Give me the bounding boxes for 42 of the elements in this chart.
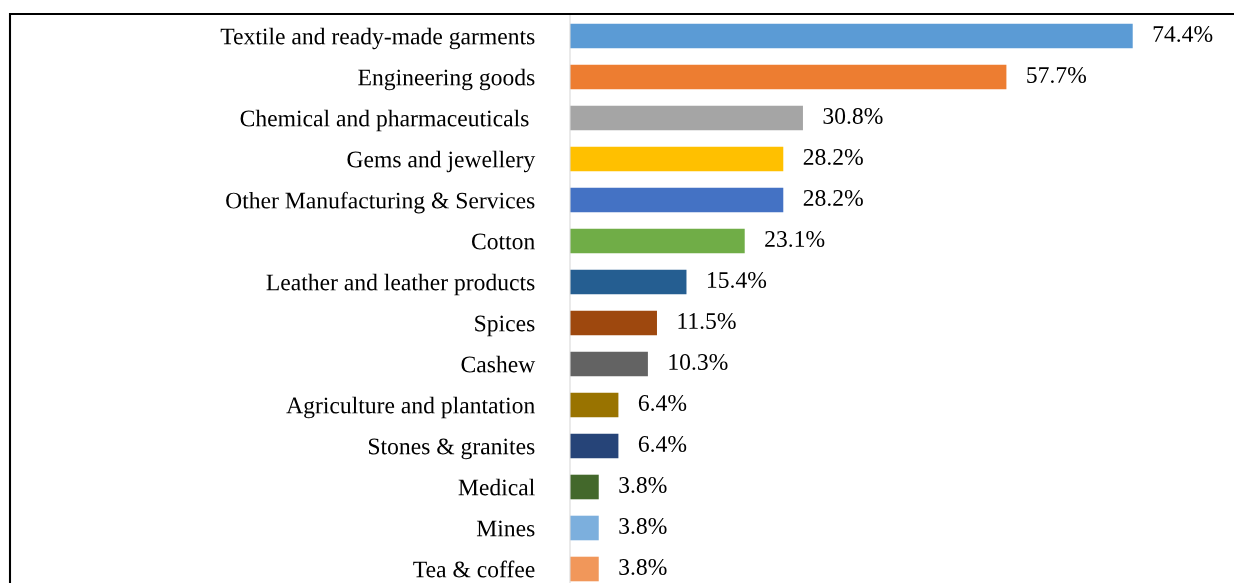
y-tick-label: Spices bbox=[475, 315, 535, 337]
data-label: 10.3% bbox=[669, 353, 728, 371]
y-tick-label: Chemical and pharmaceuticals bbox=[240, 109, 529, 132]
y-tick-label: Mines bbox=[476, 520, 535, 537]
bar bbox=[570, 351, 648, 377]
data-label: 3.8% bbox=[619, 558, 667, 576]
bar bbox=[570, 105, 803, 131]
y-tick-label: Other Manufacturing & Services bbox=[226, 191, 535, 214]
data-label: 6.4% bbox=[638, 435, 687, 453]
y-tick-label: Stones & granites bbox=[368, 438, 535, 460]
y-tick-label: Cashew bbox=[461, 355, 536, 373]
bar bbox=[570, 187, 784, 213]
bar bbox=[570, 23, 1133, 49]
bar bbox=[570, 228, 745, 254]
bar bbox=[570, 64, 1007, 90]
y-tick-label: Textile and ready-made garments bbox=[220, 27, 535, 50]
data-label: 3.8% bbox=[619, 517, 667, 535]
data-label: 74.4% bbox=[1153, 25, 1213, 43]
y-tick-label: Leather and leather products bbox=[266, 273, 535, 296]
data-label: 11.5% bbox=[678, 312, 736, 330]
y-tick-label: Cotton bbox=[471, 233, 535, 250]
data-label: 23.1% bbox=[765, 230, 825, 248]
data-label: 28.2% bbox=[803, 189, 863, 207]
y-tick-label: Engineering goods bbox=[358, 68, 535, 91]
y-tick-label: Tea & coffee bbox=[413, 560, 535, 578]
bar bbox=[570, 474, 599, 500]
bar bbox=[570, 310, 657, 336]
y-tick-label: Agriculture and plantation bbox=[286, 396, 535, 419]
bar bbox=[570, 146, 784, 172]
bar bbox=[570, 515, 599, 541]
data-label: 6.4% bbox=[638, 394, 687, 412]
data-label: 30.8% bbox=[823, 107, 883, 125]
y-tick-label: Medical bbox=[458, 478, 535, 496]
data-label: 28.2% bbox=[803, 148, 863, 166]
bar bbox=[570, 269, 687, 295]
bar bbox=[570, 392, 619, 418]
bar bbox=[570, 556, 599, 582]
y-tick-label: Gems and jewellery bbox=[347, 150, 536, 173]
bar bbox=[570, 433, 619, 459]
data-label: 57.7% bbox=[1027, 66, 1087, 84]
data-label: 3.8% bbox=[619, 476, 667, 494]
data-label: 15.4% bbox=[708, 271, 767, 289]
